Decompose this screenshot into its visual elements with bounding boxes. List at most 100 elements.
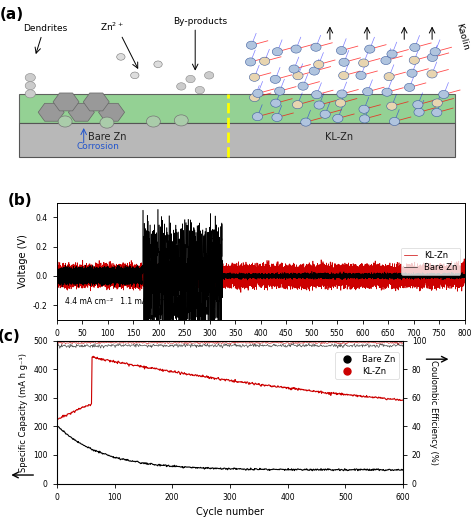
Circle shape [314, 60, 324, 69]
Circle shape [246, 58, 255, 66]
Text: KL-Zn: KL-Zn [325, 132, 353, 142]
Circle shape [25, 73, 36, 82]
Circle shape [186, 75, 195, 83]
Circle shape [100, 117, 114, 128]
Line: KL-Zn: KL-Zn [57, 259, 465, 292]
Text: Bare Zn: Bare Zn [88, 132, 126, 142]
Polygon shape [18, 123, 456, 157]
KL-Zn [445, 285, 451, 291]
Bare Zn [445, 274, 451, 280]
Bare Zn [157, 295, 163, 302]
Circle shape [387, 102, 397, 110]
Circle shape [359, 115, 370, 123]
Line: Bare Zn: Bare Zn [57, 210, 465, 345]
Circle shape [131, 72, 139, 79]
KL-Zn [461, 256, 467, 262]
Circle shape [359, 59, 369, 67]
Circle shape [337, 90, 347, 98]
KL-Zn [462, 280, 467, 286]
Circle shape [432, 99, 442, 107]
Circle shape [292, 101, 303, 109]
KL-Zn [157, 278, 163, 284]
Circle shape [414, 108, 424, 116]
Circle shape [382, 88, 392, 96]
KL-Zn [238, 289, 244, 295]
KL-Zn [389, 277, 394, 283]
Circle shape [293, 72, 303, 80]
Circle shape [320, 110, 330, 119]
KL-Zn [54, 264, 60, 270]
Bare Zn [141, 342, 146, 348]
Circle shape [387, 50, 397, 58]
Circle shape [58, 116, 72, 127]
Text: (c): (c) [0, 329, 21, 344]
Text: By-products: By-products [173, 17, 227, 25]
Circle shape [333, 114, 343, 123]
Circle shape [311, 43, 321, 51]
Text: Corrosion: Corrosion [76, 142, 119, 151]
Circle shape [271, 99, 281, 107]
Text: Kaolin: Kaolin [455, 22, 470, 51]
Circle shape [25, 90, 36, 98]
Bare Zn [462, 274, 467, 280]
Circle shape [314, 101, 324, 109]
Circle shape [432, 109, 442, 116]
Circle shape [427, 54, 438, 61]
Bare Zn [389, 275, 394, 281]
Circle shape [298, 82, 308, 90]
Circle shape [404, 83, 415, 92]
Bare Zn [379, 273, 384, 279]
KL-Zn [94, 261, 100, 267]
Circle shape [253, 89, 263, 97]
Polygon shape [18, 94, 456, 123]
Circle shape [427, 70, 437, 78]
Circle shape [252, 112, 263, 121]
Circle shape [174, 115, 188, 126]
Circle shape [289, 65, 299, 73]
Circle shape [413, 100, 423, 109]
Bare Zn [155, 206, 161, 213]
X-axis label: Cycle number: Cycle number [196, 507, 264, 517]
X-axis label: Time (h): Time (h) [240, 343, 281, 354]
KL-Zn [416, 274, 422, 280]
Circle shape [309, 67, 319, 75]
Text: (a): (a) [0, 7, 24, 22]
Circle shape [363, 87, 373, 96]
Circle shape [336, 99, 346, 107]
Circle shape [365, 45, 375, 53]
Circle shape [359, 105, 369, 113]
Circle shape [338, 71, 349, 80]
Legend: KL-Zn, Bare Zn: KL-Zn, Bare Zn [401, 248, 460, 275]
Circle shape [409, 56, 419, 64]
Text: Dendrites: Dendrites [23, 24, 68, 33]
Circle shape [270, 75, 281, 83]
Circle shape [407, 69, 417, 77]
Circle shape [381, 57, 391, 64]
Text: 4.4 mA cm⁻²   1.1 mAh cm⁻²: 4.4 mA cm⁻² 1.1 mAh cm⁻² [65, 297, 173, 306]
Circle shape [274, 87, 285, 95]
Y-axis label: Specific Capacity (mA h g⁻¹): Specific Capacity (mA h g⁻¹) [18, 353, 27, 472]
Circle shape [339, 58, 349, 67]
Bare Zn [94, 269, 100, 276]
Text: (b): (b) [8, 193, 33, 209]
Circle shape [438, 90, 449, 98]
Circle shape [260, 57, 270, 66]
Circle shape [204, 72, 214, 79]
Circle shape [177, 83, 186, 90]
Circle shape [25, 82, 36, 90]
Circle shape [272, 48, 283, 56]
Circle shape [195, 86, 204, 94]
Circle shape [410, 43, 420, 51]
Bare Zn [54, 271, 60, 278]
Circle shape [249, 94, 260, 101]
Legend: Bare Zn, KL-Zn: Bare Zn, KL-Zn [336, 352, 399, 379]
Y-axis label: Voltage (V): Voltage (V) [18, 235, 27, 288]
KL-Zn [379, 266, 384, 272]
Circle shape [249, 73, 260, 81]
Text: Zn$^{2+}$: Zn$^{2+}$ [100, 21, 124, 33]
Circle shape [117, 54, 125, 60]
Circle shape [246, 41, 256, 49]
Circle shape [291, 45, 301, 53]
Circle shape [390, 118, 400, 125]
Circle shape [301, 118, 311, 126]
